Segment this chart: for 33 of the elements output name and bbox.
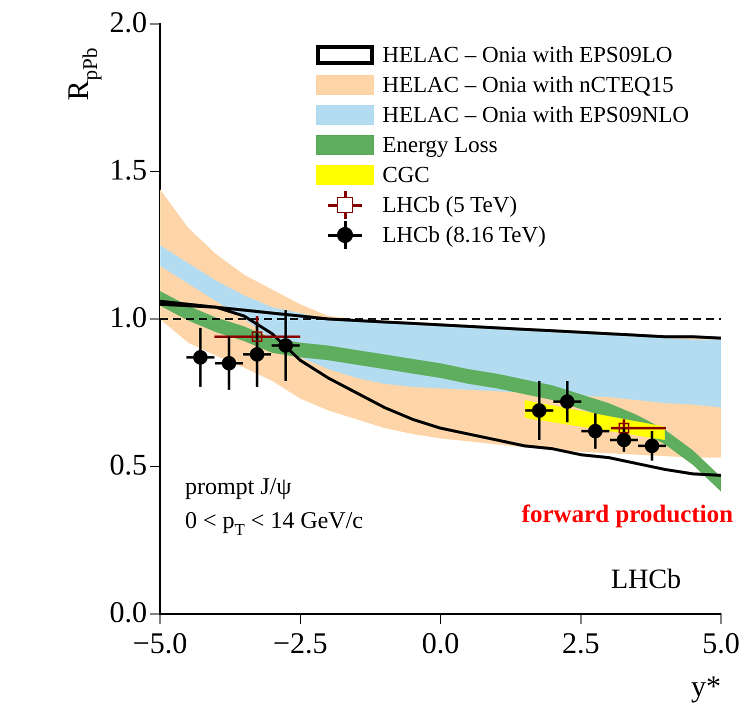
point <box>250 347 264 362</box>
point <box>278 338 293 353</box>
y-tick-label: 1.0 <box>110 300 147 334</box>
legend-label: HELAC – Onia with EPS09NLO <box>382 101 689 129</box>
annotation: prompt J/ψ <box>185 474 292 500</box>
annotation: LHCb <box>611 564 681 595</box>
x-axis-title: y* <box>691 670 721 703</box>
legend-label: Energy Loss <box>382 131 498 159</box>
x-tick-label: −2.5 <box>273 626 328 660</box>
point <box>252 331 262 342</box>
x-tick-label: 0.0 <box>422 626 460 660</box>
legend-label: HELAC – Onia with nCTEQ15 <box>382 71 674 99</box>
x-tick-label: 5.0 <box>702 626 740 660</box>
point <box>588 424 603 438</box>
point <box>532 403 546 418</box>
y-axis-title: RpPb <box>62 48 102 100</box>
point <box>618 422 630 434</box>
y-tick-label: 2.0 <box>110 6 147 39</box>
legend-label: LHCb (8.16 TeV) <box>382 221 546 249</box>
x-tick-label: −5.0 <box>132 626 188 660</box>
point <box>560 394 575 409</box>
y-tick-label: 1.5 <box>110 153 147 186</box>
legend-label: LHCb (5 TeV) <box>382 191 517 219</box>
point <box>193 350 208 365</box>
point <box>616 432 632 448</box>
point <box>644 438 660 454</box>
annotation: forward production <box>522 501 734 528</box>
point <box>222 356 236 370</box>
legend-label: CGC <box>382 161 430 189</box>
y-tick-label: 0.5 <box>110 448 147 482</box>
y-tick-label: 0.0 <box>110 596 147 629</box>
legend-label: HELAC – Onia with EPS09LO <box>382 41 672 69</box>
x-tick-label: 2.5 <box>562 626 600 660</box>
